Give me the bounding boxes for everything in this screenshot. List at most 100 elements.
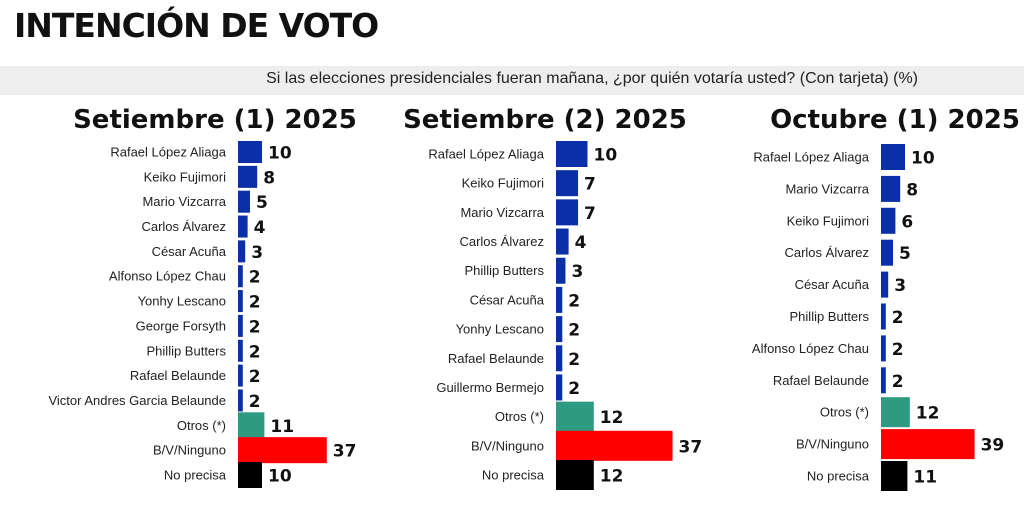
category-label: Carlos Álvarez: [141, 219, 226, 234]
category-label: Keiko Fujimori: [787, 213, 869, 228]
category-label: Rafael Belaunde: [773, 373, 869, 388]
data-label: 11: [270, 417, 294, 437]
category-label: George Forsyth: [136, 318, 226, 333]
data-label: 5: [256, 193, 268, 213]
data-label: 2: [249, 293, 261, 313]
data-label: 2: [892, 372, 904, 392]
category-label: Otros (*): [495, 409, 544, 424]
category-label: César Acuña: [152, 244, 227, 259]
data-label: 2: [249, 367, 261, 387]
data-label: 3: [894, 276, 906, 296]
data-label: 2: [568, 379, 580, 399]
bar: [556, 199, 579, 226]
bar: [238, 190, 250, 213]
bar: [238, 389, 243, 412]
category-label: Yonhy Lescano: [456, 322, 544, 337]
data-label: 10: [268, 144, 292, 164]
bar: [238, 141, 262, 163]
bar: [238, 290, 243, 313]
data-label: 5: [899, 244, 911, 264]
panel-title: Octubre (1) 2025: [770, 105, 1020, 135]
data-label: 2: [249, 392, 261, 412]
category-label: Alfonso López Chau: [109, 269, 226, 284]
data-label: 37: [333, 442, 357, 462]
data-label: 10: [594, 146, 618, 166]
data-label: 39: [981, 436, 1005, 456]
data-label: 6: [901, 212, 913, 232]
category-label: Victor Andres Garcia Belaunde: [48, 393, 226, 408]
bar: [881, 239, 893, 266]
category-label: Carlos Álvarez: [459, 234, 544, 249]
category-label: Rafael López Aliaga: [110, 145, 226, 160]
bar: [556, 374, 563, 401]
bar-chart-octubre-1: Rafael López Aliaga 10 Mario Vizcarra 8 Keik…: [752, 144, 1005, 491]
bar: [556, 401, 594, 432]
category-label: Rafael López Aliaga: [753, 150, 869, 165]
category-label: Phillip Butters: [790, 309, 870, 324]
data-label: 2: [568, 350, 580, 370]
bar: [556, 257, 566, 284]
data-label: 2: [892, 308, 904, 328]
data-label: 2: [249, 342, 261, 362]
bar: [238, 364, 243, 387]
category-label: Otros (*): [820, 405, 869, 420]
category-label: Mario Vizcarra: [142, 194, 226, 209]
category-label: Rafael Belaunde: [130, 368, 226, 383]
bar: [238, 437, 327, 464]
data-label: 2: [892, 340, 904, 360]
bar: [881, 144, 905, 170]
category-label: Yonhy Lescano: [138, 294, 226, 309]
chart-panel-setiembre-2: Setiembre (2) 2025 Rafael López Aliaga 10…: [340, 100, 702, 505]
bar: [556, 345, 563, 372]
category-label: No precisa: [482, 468, 545, 483]
data-label: 12: [600, 408, 624, 428]
data-label: 12: [916, 404, 940, 424]
data-label: 10: [911, 149, 935, 169]
data-label: 3: [571, 262, 583, 282]
page-title: INTENCIÓN DE VOTO: [14, 6, 379, 45]
category-label: No precisa: [807, 469, 870, 484]
bar: [556, 170, 579, 197]
bar: [881, 429, 975, 460]
bar: [238, 215, 248, 238]
bar: [238, 314, 243, 337]
bar-chart-setiembre-2: Rafael López Aliaga 10 Keiko Fujimori 7 Mari…: [428, 141, 702, 490]
category-label: B/V/Ninguno: [471, 438, 544, 453]
bar: [556, 316, 563, 343]
category-label: B/V/Ninguno: [153, 443, 226, 458]
data-label: 3: [251, 243, 263, 263]
bar: [881, 367, 886, 394]
bar: [238, 339, 243, 362]
data-label: 8: [906, 180, 918, 200]
data-label: 7: [584, 204, 596, 224]
category-label: Mario Vizcarra: [785, 181, 869, 196]
bar: [556, 228, 569, 255]
data-label: 4: [254, 218, 266, 238]
bar-chart-setiembre-1: Rafael López Aliaga 10 Keiko Fujimori 8 Mari…: [48, 141, 356, 488]
data-label: 2: [249, 317, 261, 337]
bar: [556, 430, 673, 461]
category-label: Alfonso López Chau: [752, 341, 869, 356]
data-label: 11: [913, 468, 937, 488]
bar: [238, 412, 265, 439]
bar: [238, 165, 258, 188]
bar: [881, 397, 910, 428]
data-label: 7: [584, 175, 596, 195]
category-label: B/V/Ninguno: [796, 437, 869, 452]
bar: [556, 286, 563, 313]
category-label: Rafael López Aliaga: [428, 147, 544, 162]
category-label: Mario Vizcarra: [460, 205, 544, 220]
bar: [881, 207, 896, 234]
bar: [881, 303, 886, 330]
bar: [238, 265, 243, 288]
chart-panel-octubre-1: Octubre (1) 2025 Rafael López Aliaga 10 Ma…: [680, 100, 1020, 505]
panel-title: Setiembre (1) 2025: [73, 105, 357, 135]
bar: [881, 175, 901, 202]
category-label: César Acuña: [795, 277, 870, 292]
data-label: 10: [268, 467, 292, 487]
category-label: Guillermo Bermejo: [436, 380, 544, 395]
data-label: 2: [568, 291, 580, 311]
bar: [881, 271, 889, 298]
category-label: César Acuña: [470, 292, 545, 307]
bar: [556, 141, 588, 167]
